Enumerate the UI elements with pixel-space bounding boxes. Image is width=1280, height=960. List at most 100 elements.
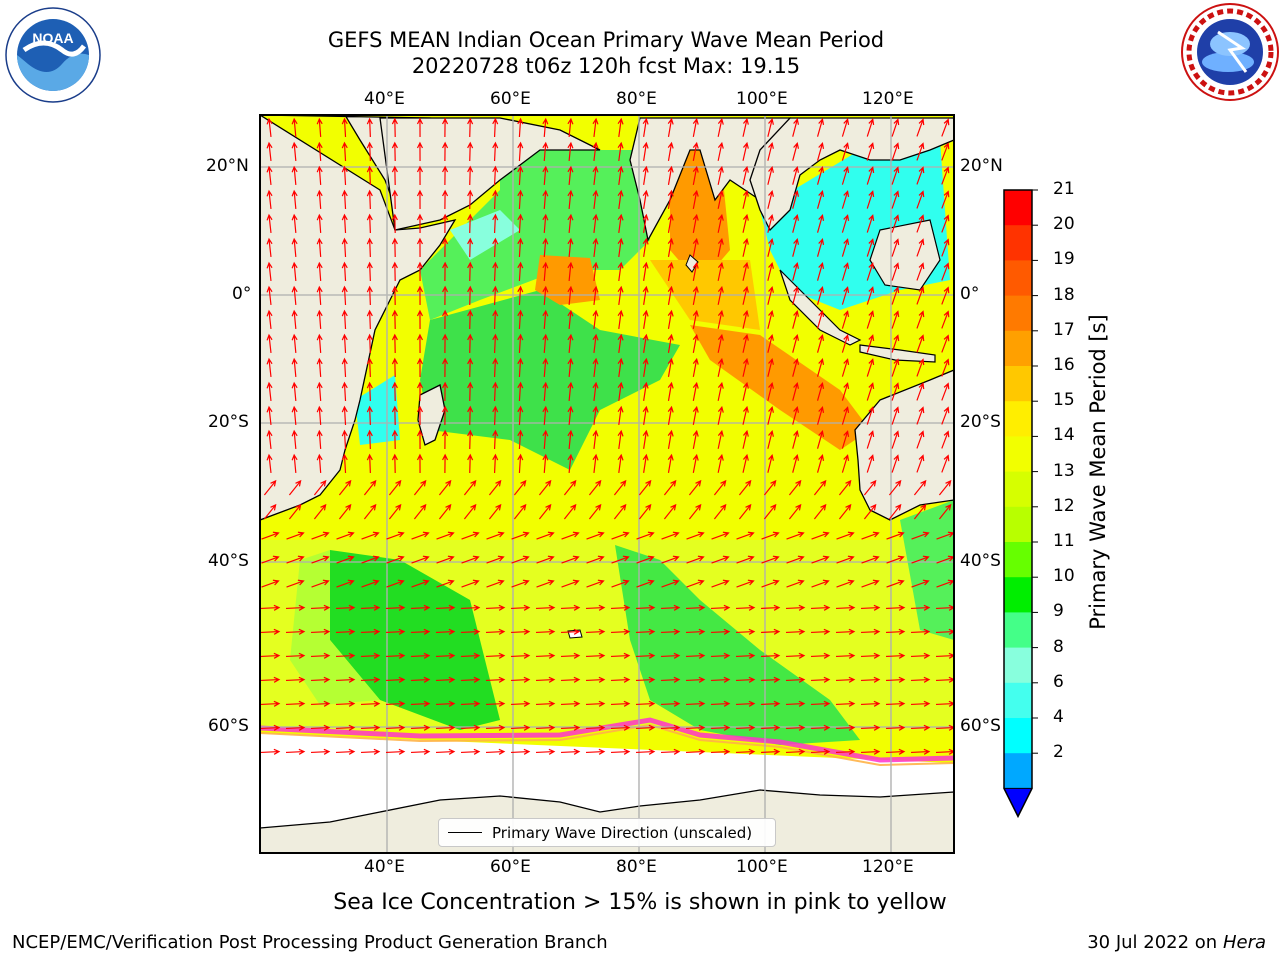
wave-arrow — [891, 430, 900, 449]
wave-arrow — [341, 405, 348, 426]
wave-arrow — [667, 237, 674, 257]
wave-arrow — [667, 405, 674, 425]
wave-arrow — [316, 285, 323, 306]
wave-arrow — [410, 652, 431, 659]
wave-arrow — [341, 237, 348, 258]
wave-arrow — [792, 213, 800, 233]
wave-arrow — [891, 334, 900, 353]
wave-arrow — [560, 724, 581, 731]
wave-arrow — [785, 724, 806, 731]
bottom-lon-label: 80°E — [616, 857, 657, 877]
wave-arrow — [341, 141, 348, 162]
wave-arrow — [617, 453, 624, 473]
wave-arrow — [260, 628, 281, 635]
wave-arrow — [941, 454, 950, 473]
wave-arrow — [567, 285, 574, 306]
wave-arrow — [492, 141, 499, 162]
wave-arrow — [492, 309, 499, 330]
wave-arrow — [416, 237, 424, 258]
wave-arrow — [285, 724, 306, 731]
wave-arrow — [561, 531, 580, 540]
wave-arrow — [717, 285, 724, 305]
wave-arrow — [841, 262, 850, 281]
wave-arrow — [438, 503, 452, 520]
wave-arrow — [286, 579, 305, 588]
wave-arrow — [816, 118, 825, 137]
wave-arrow — [542, 333, 549, 354]
wave-arrow — [460, 604, 481, 611]
wave-arrow — [266, 213, 273, 234]
wave-arrow — [938, 503, 952, 520]
wave-arrow — [510, 676, 531, 683]
wave-arrow — [836, 531, 855, 540]
wave-arrow — [836, 555, 855, 564]
wave-arrow — [517, 285, 524, 306]
wave-arrow — [786, 531, 805, 540]
wave-arrow — [660, 700, 681, 707]
wave-arrow — [316, 117, 323, 138]
colorbar-cell — [1004, 366, 1032, 402]
wave-arrow — [542, 261, 549, 282]
wave-arrow — [816, 382, 825, 401]
wave-arrow — [266, 333, 273, 354]
wave-arrow — [467, 141, 474, 162]
wave-arrow — [517, 429, 524, 450]
wave-arrow — [742, 117, 749, 137]
wave-arrow — [538, 503, 552, 520]
wave-arrow — [313, 503, 327, 520]
wave-arrow — [785, 652, 806, 659]
legend-label: Primary Wave Direction (unscaled) — [492, 823, 753, 842]
wave-arrow — [492, 405, 499, 426]
wave-arrow — [816, 334, 825, 353]
legend-line-swatch — [448, 832, 482, 833]
wave-arrow — [560, 748, 581, 755]
noaa-logo-text: NOAA — [32, 30, 73, 46]
wave-arrow — [517, 309, 524, 330]
wave-arrow — [792, 165, 800, 185]
wave-arrow — [838, 503, 852, 520]
wave-arrow — [442, 453, 449, 474]
wave-arrow — [567, 237, 574, 258]
wave-arrow — [811, 531, 830, 540]
wave-arrow — [610, 724, 631, 731]
footer-machine: Hera — [1222, 932, 1266, 953]
wave-arrow — [442, 285, 449, 306]
wave-arrow — [841, 286, 850, 305]
wave-arrow — [642, 117, 649, 137]
wave-arrow — [366, 429, 373, 450]
colorbar-cell — [1004, 436, 1032, 473]
wave-arrow — [811, 579, 830, 588]
wave-arrow — [285, 652, 306, 659]
wave-arrow — [692, 309, 699, 329]
wave-arrow — [717, 261, 724, 281]
wave-arrow — [761, 555, 780, 564]
wave-arrow — [742, 429, 749, 449]
wave-arrow — [760, 748, 781, 755]
wave-arrow — [291, 189, 298, 210]
wave-arrow — [542, 453, 549, 474]
wave-arrow — [642, 213, 649, 233]
wave-arrow — [410, 700, 431, 707]
wave-arrow — [617, 429, 624, 449]
wave-arrow — [517, 189, 524, 210]
wave-arrow — [866, 142, 875, 161]
wave-arrow — [941, 382, 950, 401]
wave-arrow — [613, 479, 627, 496]
wave-arrow — [492, 333, 499, 354]
wave-arrow — [266, 357, 273, 378]
wave-arrow — [410, 676, 431, 683]
wave-arrow — [866, 118, 875, 137]
wave-arrow — [461, 579, 480, 588]
wave-arrow — [685, 604, 706, 611]
wave-arrow — [860, 652, 881, 659]
wave-arrow — [492, 213, 499, 234]
footer-credit: NCEP/EMC/Verification Post Processing Pr… — [12, 932, 608, 953]
wave-arrow — [717, 357, 724, 377]
wave-arrow — [692, 429, 699, 449]
wave-arrow — [916, 286, 925, 305]
wave-arrow — [667, 429, 674, 449]
wave-arrow — [442, 405, 449, 426]
wave-arrow — [363, 479, 377, 496]
wave-arrow — [416, 165, 424, 186]
wave-arrow — [411, 555, 430, 564]
